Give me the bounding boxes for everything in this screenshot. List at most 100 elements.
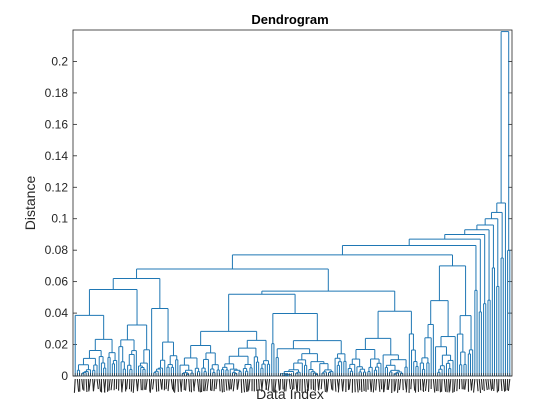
leaf-label-glyph [76,378,80,392]
leaf-label-glyph [500,378,503,392]
leaf-label-glyph [145,378,148,390]
y-tick-label: 0.06 [45,275,69,289]
leaf-label-glyph [218,378,221,392]
leaf-label-glyph [487,378,490,390]
leaf-label-glyph [290,378,294,391]
leaf-label-glyph [448,378,450,393]
leaf-label-glyph [225,378,228,391]
leaf-label-glyph [372,378,375,393]
leaf-label-glyph [398,378,402,390]
leaf-label-glyph [242,378,246,393]
y-tick-label: 0.1 [51,212,68,226]
y-tick-label: 0 [61,369,68,383]
leaf-label-glyph [493,378,496,392]
leaf-label-glyph [267,378,271,391]
leaf-label-glyph [165,378,168,390]
leaf-label-glyph [370,378,373,391]
leaf-label-glyph [296,378,299,392]
leaf-label-glyph [236,378,240,390]
leaf-label-glyph [167,378,170,392]
y-tick-label: 0.14 [45,149,69,163]
leaf-label-glyph [478,378,482,393]
leaf-label-glyph [337,378,341,393]
leaf-label-glyph [240,378,243,393]
leaf-label-glyph [434,378,437,392]
y-tick-label: 0.2 [51,54,68,68]
leaf-label-glyph [358,378,361,391]
y-axis-label: Distance [22,176,38,231]
leaf-label-glyph [288,378,292,390]
leaf-label-glyph [204,378,207,392]
leaf-label-glyph [157,378,160,392]
leaf-label-glyph [378,378,381,392]
leaf-label-glyph [410,378,413,390]
leaf-label-glyph [405,378,408,393]
leaf-label-glyph [230,378,233,390]
leaf-label-glyph [81,378,84,390]
leaf-label-glyph [180,378,183,391]
leaf-label-glyph [96,378,99,390]
axes-box [72,29,513,377]
leaf-label-glyph [360,378,363,393]
leaf-label-glyph [441,378,443,392]
leaf-label-glyph [132,378,135,393]
leaf-label-glyph [161,378,164,390]
x-axis-label: Data Index [256,386,324,402]
leaf-label-glyph [283,378,286,392]
leaf-label-glyph [149,378,153,393]
leaf-label-glyph [220,378,223,393]
leaf-label-glyph [261,378,264,392]
leaf-label-glyph [443,378,447,392]
leaf-label-glyph [356,378,359,393]
leaf-label-glyph [92,378,96,392]
leaf-label-glyph [320,378,323,390]
leaf-label-glyph [470,378,474,391]
leaf-label-glyph [323,378,326,392]
leaf-label-glyph [307,378,310,392]
leaf-label-glyph [394,378,397,391]
leaf-label-glyph [108,378,111,391]
leaf-label-glyph [476,378,479,392]
y-tick-label: 0.12 [45,180,69,194]
leaf-label-glyph [170,378,174,390]
chart-title: Dendrogram [251,12,328,27]
leaf-label-glyph [232,378,236,392]
y-tick-label: 0.08 [45,243,69,257]
leaf-label-glyph [483,378,485,392]
leaf-label-glyph [303,378,307,393]
leaf-label-glyph [424,378,428,391]
y-tick-label: 0.16 [45,117,69,131]
leaf-label-glyph [121,378,124,391]
leaf-label-glyph [248,378,251,391]
leaf-label-glyph [507,378,511,392]
leaf-label-glyph [285,378,288,392]
leaf-label-glyph [456,378,458,392]
leaf-label-glyph [489,378,493,391]
leaf-label-glyph [98,378,102,392]
plot-area: 0 0.02 0.04 0.06 0.08 0.1 0.12 0.14 0.16 0.18 0.2 [45,29,513,393]
leaf-label-glyph [184,378,188,391]
leaf-label-glyph [274,378,277,393]
leaf-label-glyph [330,378,333,390]
leaf-label-glyph [152,378,155,390]
y-tick-label: 0.02 [45,338,69,352]
leaf-label-glyph [196,378,200,392]
leaf-label-glyph [193,378,196,391]
leaf-label-glyph [380,378,383,390]
leaf-label-glyph [130,378,133,392]
leaf-label-glyph [265,378,268,390]
leaf-label-glyph [480,378,484,390]
leaf-label-glyph [227,378,230,391]
leaf-label-glyph [271,378,273,392]
leaf-label-glyph [485,378,488,391]
leaf-label-glyph [445,378,448,393]
leaf-label-glyph [258,378,260,391]
leaf-label-glyph [348,378,351,390]
leaf-label-glyph [496,378,498,393]
leaf-label-glyph [188,378,191,392]
leaf-label-glyph [213,378,216,392]
leaf-label-glyph [342,378,345,392]
leaf-label-glyph [413,378,416,391]
leaf-label-glyph [173,378,177,393]
